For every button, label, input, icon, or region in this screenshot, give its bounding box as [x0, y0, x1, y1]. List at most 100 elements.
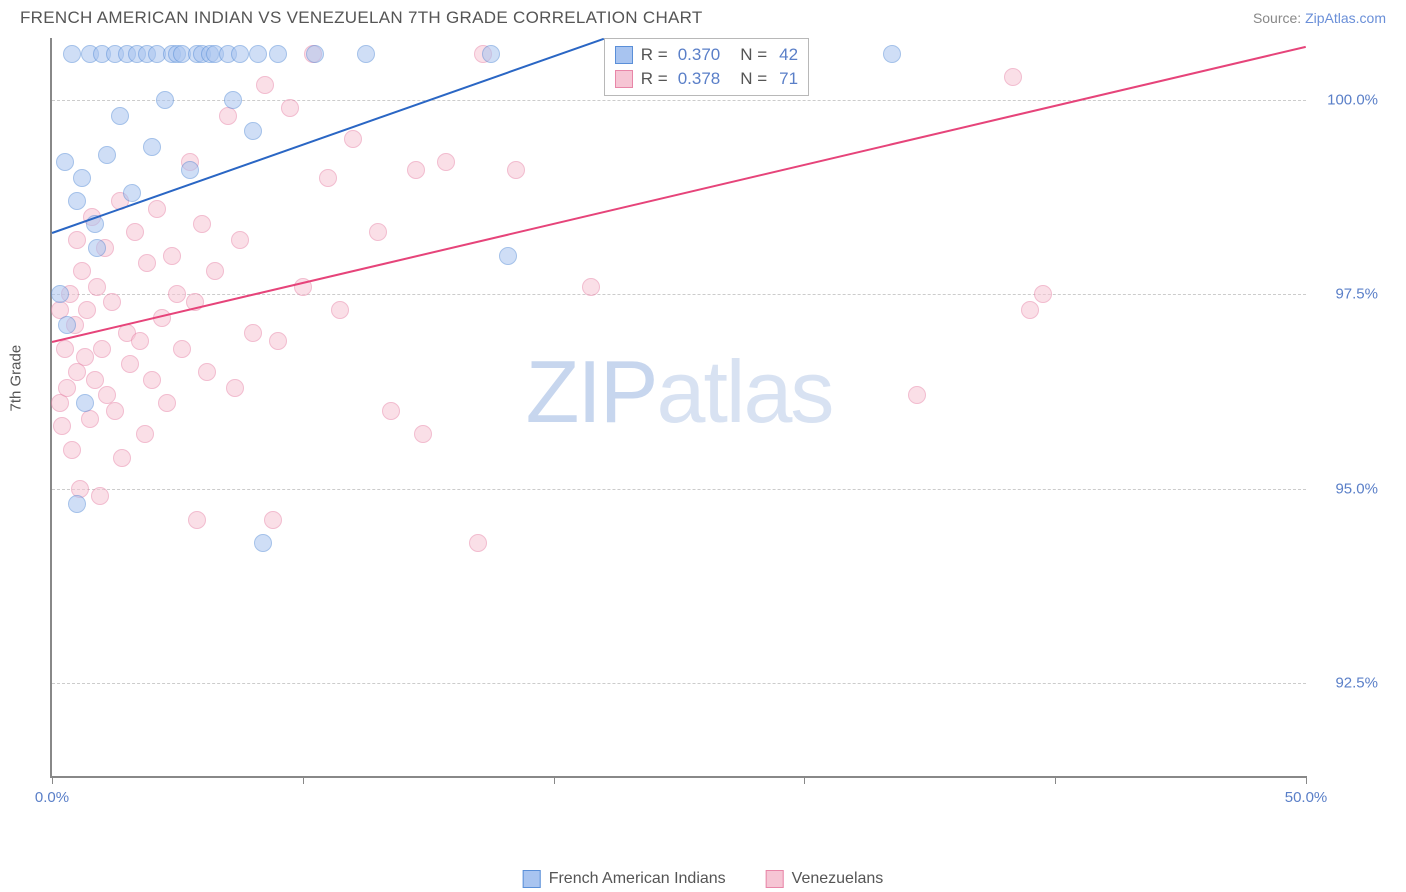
data-point	[382, 402, 400, 420]
gridline	[52, 294, 1306, 295]
data-point	[56, 153, 74, 171]
data-point	[68, 231, 86, 249]
x-tick-label: 50.0%	[1285, 789, 1328, 806]
y-axis-label: 7th Grade	[8, 345, 25, 412]
data-point	[256, 76, 274, 94]
data-point	[319, 169, 337, 187]
data-point	[143, 371, 161, 389]
data-point	[63, 45, 81, 63]
data-point	[103, 293, 121, 311]
data-point	[148, 200, 166, 218]
data-point	[86, 371, 104, 389]
data-point	[113, 449, 131, 467]
data-point	[414, 425, 432, 443]
gridline	[52, 489, 1306, 490]
data-point	[136, 425, 154, 443]
data-point	[407, 161, 425, 179]
data-point	[98, 146, 116, 164]
plot-area: ZIPatlas R =0.370N =42R =0.378N =71 92.5…	[50, 38, 1306, 778]
data-point	[306, 45, 324, 63]
data-point	[1021, 301, 1039, 319]
data-point	[81, 410, 99, 428]
data-point	[344, 130, 362, 148]
data-point	[58, 379, 76, 397]
swatch-icon	[766, 870, 784, 888]
data-point	[1034, 285, 1052, 303]
x-tick	[303, 776, 304, 784]
x-tick	[554, 776, 555, 784]
bottom-legend: French American Indians Venezuelans	[523, 870, 884, 888]
data-point	[437, 153, 455, 171]
data-point	[168, 285, 186, 303]
data-point	[231, 45, 249, 63]
data-point	[121, 355, 139, 373]
data-point	[357, 45, 375, 63]
r-label: R =	[641, 69, 668, 89]
n-value: 71	[779, 69, 798, 89]
trendline	[52, 38, 604, 234]
data-point	[138, 254, 156, 272]
data-point	[76, 348, 94, 366]
data-point	[224, 91, 242, 109]
swatch-icon	[523, 870, 541, 888]
data-point	[123, 184, 141, 202]
chart-container: 7th Grade ZIPatlas R =0.370N =42R =0.378…	[50, 38, 1386, 808]
data-point	[76, 394, 94, 412]
data-point	[231, 231, 249, 249]
x-tick-label: 0.0%	[35, 789, 69, 806]
data-point	[163, 247, 181, 265]
data-point	[143, 138, 161, 156]
data-point	[269, 332, 287, 350]
data-point	[908, 386, 926, 404]
data-point	[173, 340, 191, 358]
data-point	[73, 262, 91, 280]
x-tick	[804, 776, 805, 784]
data-point	[56, 340, 74, 358]
y-tick-label: 97.5%	[1335, 286, 1378, 303]
data-point	[91, 487, 109, 505]
legend-label: French American Indians	[549, 870, 726, 888]
n-label: N =	[740, 45, 767, 65]
data-point	[226, 379, 244, 397]
data-point	[73, 169, 91, 187]
watermark: ZIPatlas	[526, 341, 833, 443]
data-point	[126, 223, 144, 241]
r-label: R =	[641, 45, 668, 65]
source-label: Source: ZipAtlas.com	[1253, 10, 1386, 26]
data-point	[68, 495, 86, 513]
data-point	[269, 45, 287, 63]
data-point	[281, 99, 299, 117]
data-point	[68, 192, 86, 210]
correlation-legend: R =0.370N =42R =0.378N =71	[604, 38, 809, 96]
data-point	[88, 239, 106, 257]
data-point	[264, 511, 282, 529]
data-point	[499, 247, 517, 265]
data-point	[331, 301, 349, 319]
source-link[interactable]: ZipAtlas.com	[1305, 10, 1386, 26]
data-point	[469, 534, 487, 552]
data-point	[369, 223, 387, 241]
data-point	[181, 161, 199, 179]
data-point	[482, 45, 500, 63]
data-point	[51, 285, 69, 303]
data-point	[188, 511, 206, 529]
data-point	[58, 316, 76, 334]
data-point	[93, 340, 111, 358]
data-point	[78, 301, 96, 319]
gridline	[52, 683, 1306, 684]
y-tick-label: 95.0%	[1335, 480, 1378, 497]
swatch-icon	[615, 46, 633, 64]
x-tick	[52, 776, 53, 784]
r-value: 0.370	[678, 45, 721, 65]
data-point	[51, 394, 69, 412]
data-point	[206, 262, 224, 280]
x-tick	[1306, 776, 1307, 784]
data-point	[582, 278, 600, 296]
chart-title: FRENCH AMERICAN INDIAN VS VENEZUELAN 7TH…	[20, 8, 703, 28]
data-point	[131, 332, 149, 350]
data-point	[68, 363, 86, 381]
data-point	[198, 363, 216, 381]
data-point	[111, 107, 129, 125]
y-tick-label: 100.0%	[1327, 92, 1378, 109]
data-point	[63, 441, 81, 459]
